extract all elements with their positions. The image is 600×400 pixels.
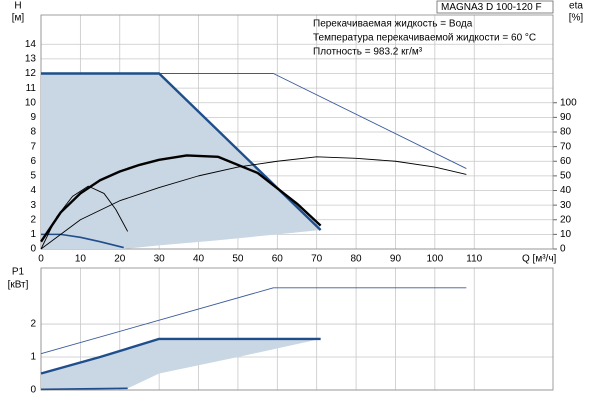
plot-frame (40, 267, 554, 391)
annotation: Температура перекачиваемой жидкости = 60… (313, 33, 536, 44)
y2-axis-label: eta (569, 1, 583, 12)
x-tick-label: 40 (193, 254, 205, 265)
curve (40, 337, 321, 375)
y2-tick-label: 70 (560, 141, 572, 152)
y-tick-label: 8 (30, 127, 36, 138)
x-tick-label: 80 (351, 254, 363, 265)
x-tick-label: 100 (427, 254, 444, 265)
y-tick-label: 4 (30, 185, 36, 196)
y2-tick-label: 80 (560, 127, 572, 138)
y2-axis-unit: [%] (569, 13, 584, 24)
y-axis-unit: [кВт] (8, 280, 29, 291)
y2-tick-label: 30 (560, 200, 572, 211)
y-tick-label: 3 (30, 200, 36, 211)
y-tick-label: 2 (30, 319, 36, 330)
y2-tick-label: 40 (560, 185, 572, 196)
x-tick-label: 110 (466, 254, 482, 265)
y-tick-label: 9 (30, 112, 36, 123)
title-box (436, 0, 554, 14)
curve (41, 72, 322, 231)
curve (40, 185, 129, 250)
x-tick-label: 10 (75, 254, 87, 265)
annotation: Плотность = 983.2 кг/м³ (313, 47, 423, 58)
y-tick-label: 14 (25, 39, 37, 50)
x-tick-label: 30 (154, 254, 166, 265)
y2-tick-label: 0 (560, 244, 566, 255)
x-tick-label: 0 (38, 254, 44, 265)
x-tick-label: 20 (114, 254, 126, 265)
y-tick-label: 13 (25, 54, 37, 65)
y2-tick-label: 90 (560, 112, 572, 123)
y2-tick-label: 50 (560, 171, 572, 182)
chart-title: MAGNA3 D 100-120 F (441, 2, 542, 13)
y-tick-label: 10 (25, 97, 37, 108)
y-tick-label: 0 (30, 385, 36, 396)
y-tick-label: 7 (30, 141, 36, 152)
y2-tick-label: 60 (560, 156, 572, 167)
y-tick-label: 2 (30, 214, 36, 225)
y-axis-label: H (14, 1, 21, 12)
y2-tick-label: 10 (560, 229, 572, 240)
x-tick-label: 60 (272, 254, 284, 265)
x-axis-label: Q [м³/ч] (522, 254, 557, 265)
curve (40, 287, 467, 355)
y-tick-label: 1 (30, 229, 36, 240)
operating-area (41, 338, 321, 389)
y-tick-label: 11 (26, 83, 37, 94)
x-tick-label: 70 (311, 254, 323, 265)
y-tick-label: 5 (30, 171, 36, 182)
y-tick-label: 0 (30, 244, 36, 255)
x-tick-label: 90 (390, 254, 402, 265)
curve (41, 233, 124, 249)
y-tick-label: 6 (30, 156, 36, 167)
y-tick-label: 1 (30, 352, 36, 363)
y2-tick-label: 20 (560, 214, 572, 225)
y-axis-unit: [м] (12, 13, 25, 24)
curve (40, 387, 128, 391)
y2-tick-label: 100 (560, 97, 577, 108)
curve (40, 156, 467, 250)
x-tick-label: 50 (232, 254, 244, 265)
y-axis-label: P1 (12, 267, 25, 278)
annotation: Перекачиваемая жидкость = Вода (313, 19, 473, 30)
y-tick-label: 12 (25, 68, 37, 79)
curve (40, 154, 322, 243)
